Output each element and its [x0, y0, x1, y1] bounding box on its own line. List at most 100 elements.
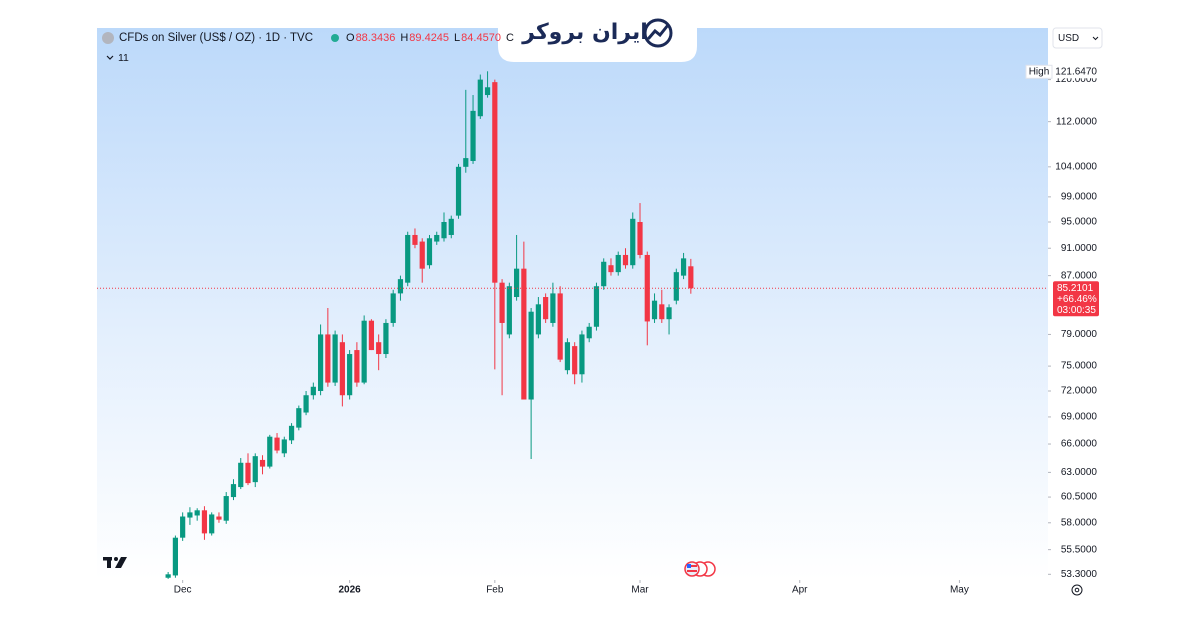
indicators-caret[interactable] — [106, 55, 114, 60]
indicators-count[interactable]: 11 — [118, 52, 129, 64]
candle-body — [434, 234, 440, 242]
symbol-title: CFDs on Silver (US$ / OZ) · 1D · TVC — [119, 32, 313, 44]
x-tick-label: Apr — [792, 585, 808, 596]
candle-body — [376, 342, 382, 355]
candle-body — [412, 234, 418, 245]
currency-caret[interactable] — [1092, 36, 1099, 41]
candle-body — [543, 297, 549, 320]
candle-body — [368, 320, 375, 351]
x-tick-label: Dec — [174, 585, 192, 596]
y-tick-label: 58.0000 — [1061, 517, 1098, 528]
candle-body — [383, 322, 389, 355]
event-flags[interactable] — [684, 561, 716, 577]
ohlc-key: H — [400, 32, 408, 44]
candle-body — [303, 395, 309, 413]
candle-body — [339, 342, 345, 396]
candles — [165, 71, 694, 579]
y-tick-label: 79.0000 — [1061, 329, 1098, 340]
high-label: High — [1029, 66, 1050, 77]
y-tick-label: 95.0000 — [1061, 217, 1098, 228]
settings-button[interactable] — [1071, 584, 1083, 596]
x-tick-label: May — [950, 585, 969, 596]
candle-body — [332, 334, 338, 383]
candle-body — [405, 234, 411, 283]
candle-body — [390, 293, 396, 323]
change-label: +66.46% — [1057, 294, 1097, 305]
candle-body — [492, 82, 498, 283]
ohlc-key: L — [454, 32, 460, 44]
brand-icon — [643, 18, 673, 48]
y-tick-label: 91.0000 — [1061, 243, 1098, 254]
candle-body — [274, 437, 280, 451]
candle-body — [484, 87, 491, 96]
ohlc-key: C — [506, 32, 514, 44]
ohlc-legend: O 88.3436 H 89.4245 L 84.4570 C — [346, 32, 514, 44]
candle-body — [586, 326, 592, 339]
candle-body — [216, 516, 222, 520]
candle-body — [499, 282, 505, 323]
last-price-box — [1053, 281, 1099, 317]
candle-body — [579, 334, 585, 375]
y-tick-label: 55.5000 — [1061, 544, 1098, 555]
candle-body — [477, 79, 483, 117]
x-tick-label: Feb — [486, 585, 504, 596]
y-tick-label: 75.0000 — [1061, 361, 1098, 372]
candle-body — [194, 510, 200, 516]
candle-body — [608, 265, 614, 273]
x-tick-label: Mar — [631, 585, 649, 596]
last-price-label: 85.2101 — [1057, 283, 1094, 294]
high-value-box — [1054, 65, 1100, 79]
candle-body — [564, 342, 571, 371]
ohlc-key: O — [346, 32, 355, 44]
chart-pane — [97, 28, 1048, 580]
currency-label[interactable]: USD — [1058, 33, 1079, 44]
candle-body — [506, 286, 512, 335]
candle-body — [354, 350, 360, 383]
candle-body — [209, 514, 215, 534]
candle-body — [397, 279, 404, 294]
market-status — [331, 34, 339, 42]
candle-body — [514, 268, 520, 298]
candle-body — [426, 238, 433, 266]
candle-body — [172, 537, 179, 576]
candle-body — [680, 258, 687, 276]
candle-body — [448, 218, 454, 235]
candle-body — [201, 510, 208, 534]
candle-body — [180, 516, 186, 538]
candle-body — [557, 293, 563, 360]
candle-body — [470, 110, 476, 161]
ohlc-value: 88.3436 — [356, 32, 396, 44]
candle-body — [361, 320, 367, 383]
candle-body — [651, 300, 658, 320]
candle-body — [310, 386, 316, 396]
candle-body — [347, 354, 353, 396]
candle-body — [288, 425, 295, 441]
currency-select[interactable] — [1052, 27, 1103, 49]
logo-tab — [498, 0, 697, 62]
y-tick-label: 99.0000 — [1061, 192, 1098, 203]
candle-body — [259, 459, 266, 467]
candle-body — [296, 408, 302, 428]
candle-body — [630, 218, 636, 266]
symbol-icon — [102, 32, 114, 44]
candle-body — [325, 334, 331, 383]
candle-body — [281, 439, 287, 454]
y-tick-label: 112.0000 — [1056, 116, 1097, 127]
candle-body — [441, 222, 447, 239]
candle-body — [223, 496, 229, 521]
candle-body — [666, 307, 672, 320]
candle-body — [463, 158, 469, 167]
candle-body — [673, 272, 679, 301]
candle-body — [593, 286, 600, 327]
ohlc-value: 84.4570 — [461, 32, 501, 44]
candle-body — [535, 304, 541, 335]
y-tick-label: 72.0000 — [1061, 386, 1098, 397]
high-value: 121.6470 — [1055, 66, 1097, 77]
y-tick-label: 60.5000 — [1061, 492, 1098, 503]
candle-body — [230, 484, 237, 498]
candle-body — [637, 222, 643, 255]
y-tick-label: 53.3000 — [1061, 569, 1098, 580]
candle-body — [528, 311, 534, 400]
candle-body — [267, 436, 273, 467]
